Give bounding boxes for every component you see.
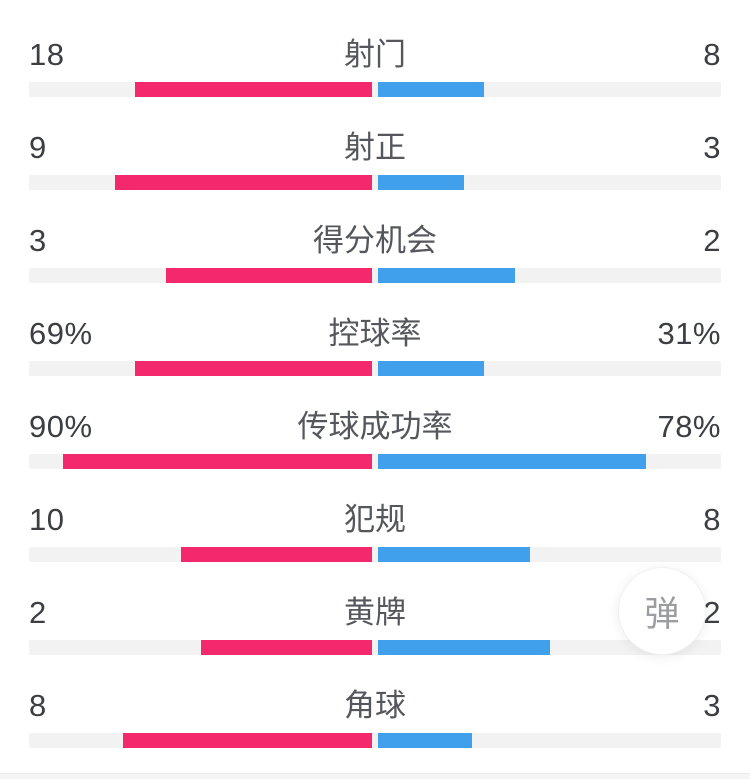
- stat-row-yellow-cards: 2 黄牌 2: [29, 568, 721, 661]
- away-bar: [378, 82, 484, 97]
- away-value: 2: [703, 595, 721, 630]
- stat-label: 角球: [344, 688, 406, 723]
- home-bar: [134, 82, 372, 97]
- away-value: 8: [703, 502, 721, 537]
- stat-label: 射门: [344, 37, 406, 72]
- home-value: 2: [29, 595, 47, 630]
- stat-label: 传球成功率: [297, 409, 453, 444]
- stat-row-fouls: 10 犯规 8: [29, 475, 721, 568]
- away-value: 3: [703, 130, 721, 165]
- danmaku-toggle-button[interactable]: 弹: [618, 567, 706, 655]
- away-bar: [378, 268, 516, 283]
- stat-bar-track: [29, 733, 721, 748]
- away-bar: [378, 640, 550, 655]
- stat-label: 射正: [344, 130, 406, 165]
- away-bar: [378, 175, 464, 190]
- home-value: 18: [29, 37, 65, 72]
- home-value: 3: [29, 223, 47, 258]
- away-value: 8: [703, 37, 721, 72]
- home-bar: [114, 175, 372, 190]
- stat-label: 黄牌: [344, 595, 406, 630]
- stat-label: 得分机会: [313, 223, 437, 258]
- home-bar: [135, 361, 372, 376]
- away-value: 31%: [657, 316, 721, 351]
- away-value: 78%: [657, 409, 721, 444]
- home-value: 8: [29, 688, 47, 723]
- section-divider: [0, 773, 750, 779]
- home-value: 10: [29, 502, 65, 537]
- stat-bar-track: [29, 361, 721, 376]
- away-bar: [378, 547, 531, 562]
- stat-row-pass-accuracy: 90% 传球成功率 78%: [29, 382, 721, 475]
- home-bar: [63, 454, 372, 469]
- away-bar: [378, 454, 646, 469]
- stat-bar-track: [29, 454, 721, 469]
- danmaku-button-label: 弹: [644, 594, 680, 634]
- stat-label: 控球率: [328, 316, 422, 351]
- stat-row-big-chances: 3 得分机会 2: [29, 196, 721, 289]
- stat-row-shots-on-target: 9 射正 3: [29, 103, 721, 196]
- home-bar: [181, 547, 372, 562]
- home-bar: [200, 640, 372, 655]
- stat-bar-track: [29, 175, 721, 190]
- stat-row-corners: 8 角球 3: [29, 661, 721, 754]
- home-value: 90%: [29, 409, 93, 444]
- stat-bar-track: [29, 268, 721, 283]
- away-bar: [378, 361, 485, 376]
- home-value: 69%: [29, 316, 93, 351]
- home-bar: [122, 733, 372, 748]
- stat-bar-track: [29, 547, 721, 562]
- stat-bar-track: [29, 640, 721, 655]
- home-value: 9: [29, 130, 47, 165]
- stat-row-shots: 18 射门 8: [29, 10, 721, 103]
- away-bar: [378, 733, 472, 748]
- stat-bar-track: [29, 82, 721, 97]
- away-value: 3: [703, 688, 721, 723]
- stat-label: 犯规: [344, 502, 406, 537]
- home-bar: [166, 268, 372, 283]
- stat-row-possession: 69% 控球率 31%: [29, 289, 721, 382]
- away-value: 2: [703, 223, 721, 258]
- match-stats-panel: 18 射门 8 9 射正 3 3 得分机会 2: [0, 10, 750, 754]
